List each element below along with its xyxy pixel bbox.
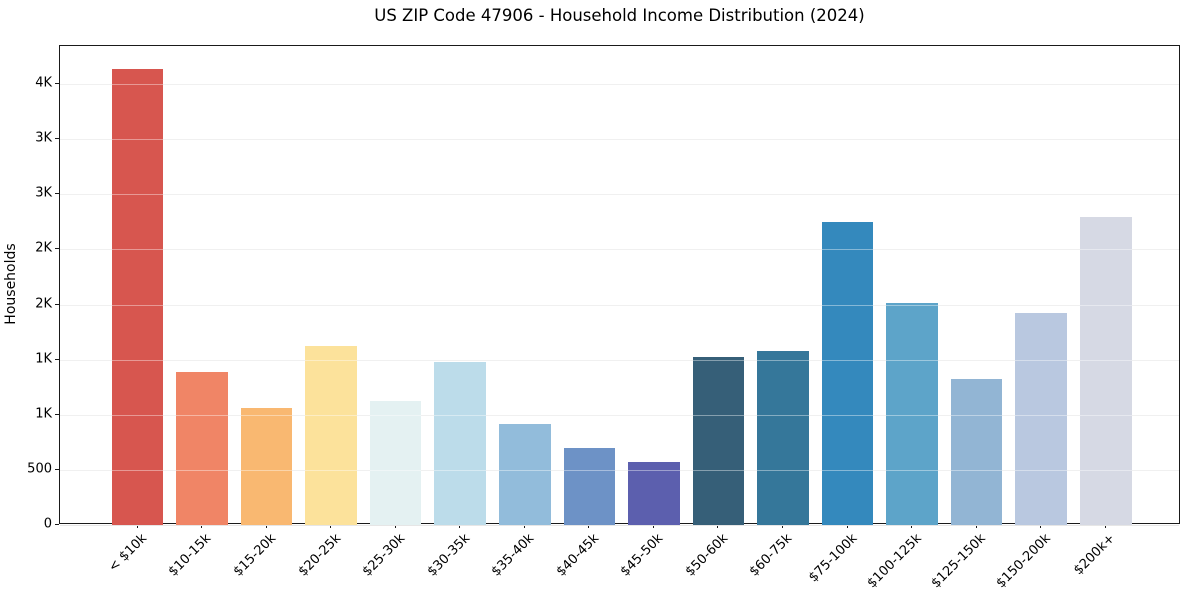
x-tick-label: $200k+	[1071, 531, 1119, 579]
y-gridline	[60, 84, 1179, 85]
x-tick-mark	[201, 524, 203, 528]
x-tick-mark	[394, 524, 396, 528]
y-gridline-overlay	[60, 84, 1179, 85]
y-gridline	[60, 414, 1179, 416]
bar	[111, 68, 164, 525]
plot-area	[59, 45, 1180, 526]
bar	[757, 350, 809, 525]
bar	[821, 221, 874, 525]
bar	[369, 401, 422, 525]
y-axis-label: Households	[3, 243, 19, 325]
y-gridline	[60, 359, 1179, 361]
x-tick-mark	[136, 524, 138, 528]
y-tick-mark	[55, 303, 59, 305]
chart-title: US ZIP Code 47906 - Household Income Dis…	[374, 6, 865, 25]
bar	[692, 357, 745, 525]
y-tick-mark	[55, 138, 59, 140]
y-tick-mark	[55, 468, 59, 470]
bar	[950, 378, 1003, 525]
bar	[628, 462, 680, 525]
y-gridline-overlay	[60, 469, 1179, 471]
x-tick-mark	[1104, 524, 1106, 528]
x-tick-label: $10-15k	[166, 531, 215, 580]
bar	[886, 302, 938, 525]
y-tick-label: 1K	[35, 406, 52, 422]
bar	[499, 424, 551, 525]
y-gridline-overlay	[60, 414, 1179, 416]
y-tick-mark	[55, 413, 59, 415]
y-gridline	[60, 469, 1179, 471]
x-tick-label: $50-60k	[682, 531, 732, 580]
x-tick-mark	[782, 524, 783, 528]
x-tick-label: $15-20k	[230, 531, 280, 580]
bar	[563, 448, 616, 525]
y-tick-label: 3K	[35, 130, 52, 146]
x-tick-mark	[975, 524, 977, 528]
x-tick-mark	[911, 524, 913, 528]
x-tick-label: $25-30k	[359, 531, 409, 580]
x-tick-label: < $10k	[106, 531, 151, 576]
y-tick-mark	[55, 524, 59, 525]
y-gridline	[60, 139, 1179, 141]
bar	[176, 371, 228, 525]
x-tick-mark	[588, 524, 590, 528]
y-gridline-overlay	[60, 194, 1179, 196]
y-tick-label: 1K	[35, 351, 52, 367]
x-tick-label: $40-45k	[553, 531, 602, 580]
x-tick-label: $125-150k	[929, 531, 990, 590]
x-tick-mark	[1040, 524, 1042, 528]
bar	[305, 345, 357, 525]
x-tick-mark	[265, 524, 267, 528]
y-gridline	[60, 249, 1179, 251]
y-gridline-overlay	[60, 359, 1179, 361]
x-tick-label: $100-125k	[864, 531, 925, 590]
y-gridline	[60, 525, 1179, 526]
y-tick-label: 2K	[35, 240, 52, 256]
y-tick-label: 3K	[35, 185, 52, 201]
y-tick-mark	[55, 193, 59, 195]
y-gridline	[60, 194, 1179, 196]
x-tick-label: $75-100k	[805, 531, 861, 586]
y-tick-label: 4K	[35, 75, 52, 91]
y-tick-mark	[55, 248, 59, 250]
y-gridline-overlay	[60, 139, 1179, 141]
y-tick-mark	[55, 83, 59, 84]
y-gridline	[60, 304, 1179, 306]
x-tick-label: $30-35k	[424, 531, 473, 580]
x-tick-mark	[846, 524, 848, 528]
y-tick-mark	[55, 358, 59, 360]
bar	[1015, 313, 1067, 525]
x-tick-label: $45-50k	[618, 531, 667, 580]
bar	[434, 362, 486, 525]
x-tick-label: $150-200k	[993, 531, 1054, 590]
x-tick-mark	[652, 524, 654, 528]
y-gridline-overlay	[60, 304, 1179, 306]
x-tick-label: $60-75k	[747, 531, 796, 580]
y-tick-label: 2K	[35, 296, 52, 311]
bar	[1080, 217, 1132, 525]
y-tick-label: 0	[43, 516, 52, 532]
x-tick-label: $20-25k	[295, 531, 344, 580]
y-gridline-overlay	[60, 249, 1179, 251]
x-tick-mark	[523, 524, 525, 528]
bar	[240, 408, 293, 525]
y-tick-label: 500	[27, 461, 52, 477]
x-tick-mark	[330, 524, 332, 528]
x-tick-mark	[717, 524, 719, 528]
x-tick-label: $35-40k	[488, 531, 538, 580]
x-tick-mark	[459, 524, 461, 528]
